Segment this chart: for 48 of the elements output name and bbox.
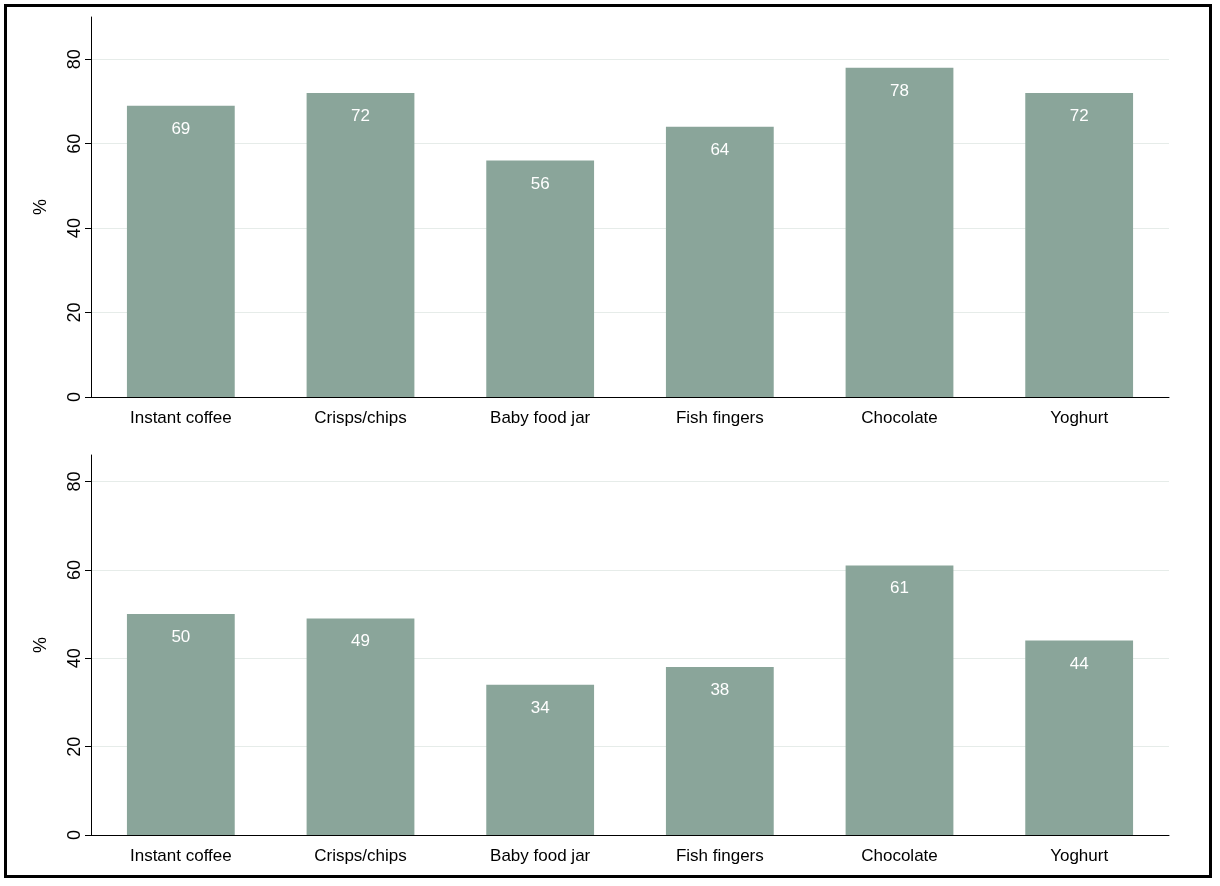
bar	[306, 618, 415, 835]
y-tick-label: 20	[64, 302, 84, 323]
bar	[126, 105, 235, 397]
y-tick-label: 40	[64, 218, 84, 239]
data-label: 78	[890, 80, 909, 100]
y-axis-title: %	[30, 636, 50, 654]
data-label: 34	[530, 697, 550, 717]
x-tick-label: Crisps/chips	[314, 408, 407, 427]
y-tick-label: 0	[64, 391, 84, 403]
x-tick-label: Chocolate	[861, 846, 938, 865]
data-label: 44	[1069, 653, 1089, 673]
x-tick-label: Chocolate	[861, 408, 938, 427]
x-tick-label: Baby food jar	[490, 846, 591, 865]
data-label: 61	[890, 578, 909, 598]
bar	[1025, 93, 1134, 397]
bar	[665, 667, 774, 835]
y-tick-label: 80	[64, 49, 84, 70]
data-label: 72	[351, 106, 370, 125]
y-tick-label: 60	[64, 133, 84, 154]
x-tick-label: Instant coffee	[129, 408, 232, 427]
data-label: 56	[530, 173, 550, 193]
y-axis-title: %	[30, 198, 50, 216]
data-label: 50	[171, 627, 191, 647]
data-label: 38	[710, 680, 730, 700]
x-tick-label: Yoghurt	[1050, 408, 1109, 427]
data-label: 72	[1069, 106, 1089, 125]
x-tick-label: Baby food jar	[490, 408, 591, 427]
data-label: 64	[710, 139, 730, 159]
x-tick-label: Fish fingers	[675, 408, 764, 427]
bar	[1025, 640, 1134, 835]
bar	[665, 126, 774, 397]
x-tick-label: Yoghurt	[1050, 846, 1109, 865]
bar	[306, 93, 415, 397]
bar	[486, 160, 595, 397]
x-tick-label: Fish fingers	[675, 846, 764, 865]
data-label: 49	[351, 631, 370, 651]
bar	[126, 614, 235, 835]
y-tick-label: 40	[64, 648, 84, 669]
bar	[845, 565, 954, 835]
y-tick-label: 0	[64, 829, 84, 841]
y-tick-label: 60	[64, 559, 84, 580]
y-tick-label: 20	[64, 736, 84, 757]
bar	[845, 67, 954, 397]
x-tick-label: Crisps/chips	[314, 846, 407, 865]
x-tick-label: Instant coffee	[129, 846, 232, 865]
y-tick-label: 80	[64, 471, 84, 492]
data-label: 69	[171, 118, 191, 138]
bar	[486, 684, 595, 835]
